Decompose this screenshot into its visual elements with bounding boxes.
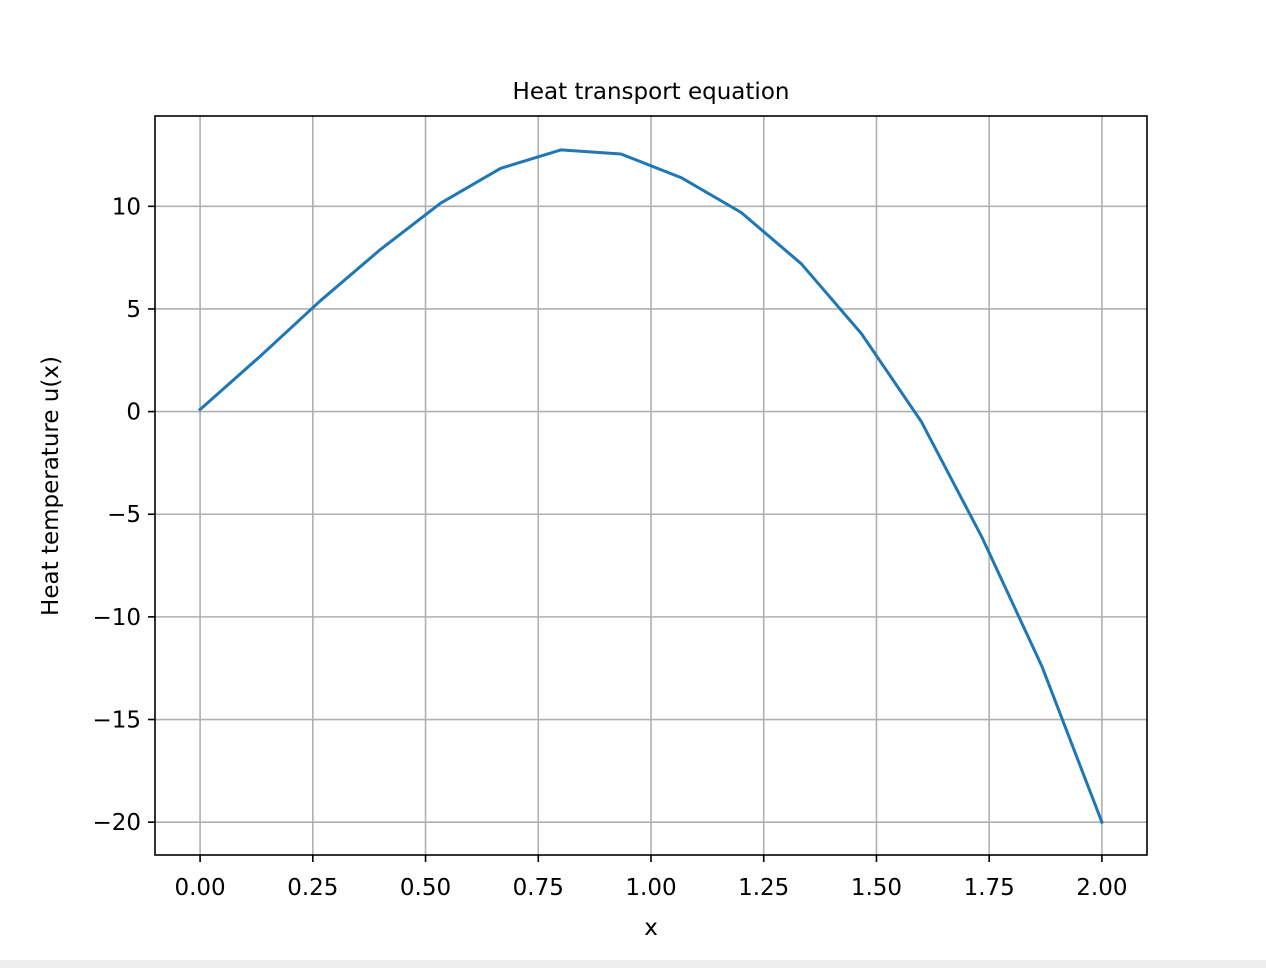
y-tick-label: 0 bbox=[126, 400, 141, 426]
y-tick-label: −15 bbox=[92, 708, 141, 734]
x-tick-label: 1.50 bbox=[851, 875, 902, 901]
y-tick-label: 10 bbox=[112, 194, 141, 220]
grid bbox=[155, 116, 1147, 855]
x-tick-label: 1.00 bbox=[625, 875, 676, 901]
series-line bbox=[197, 148, 1104, 825]
bottom-strip bbox=[0, 960, 1266, 968]
x-axis-label: x bbox=[644, 915, 658, 941]
series-layer bbox=[197, 148, 1104, 825]
x-tick-label: 2.00 bbox=[1076, 875, 1127, 901]
chart-title: Heat transport equation bbox=[513, 79, 790, 105]
y-tick-label: 5 bbox=[126, 297, 141, 323]
x-tick-label: 1.25 bbox=[738, 875, 789, 901]
y-axis-label: Heat temperature u(x) bbox=[38, 356, 64, 616]
x-tick-label: 0.75 bbox=[513, 875, 564, 901]
x-tick-label: 0.50 bbox=[400, 875, 451, 901]
y-tick-label: −5 bbox=[107, 502, 141, 528]
ticks: 0.00 0.25 0.50 0.75 1.00 1.25 1.50 1.75 2.00 10 5 0… bbox=[92, 194, 1127, 901]
x-tick-label: 0.25 bbox=[287, 875, 338, 901]
y-tick-label: −10 bbox=[92, 605, 141, 631]
x-tick-label: 0.00 bbox=[174, 875, 225, 901]
y-tick-label: −20 bbox=[92, 810, 141, 836]
x-tick-label: 1.75 bbox=[964, 875, 1015, 901]
